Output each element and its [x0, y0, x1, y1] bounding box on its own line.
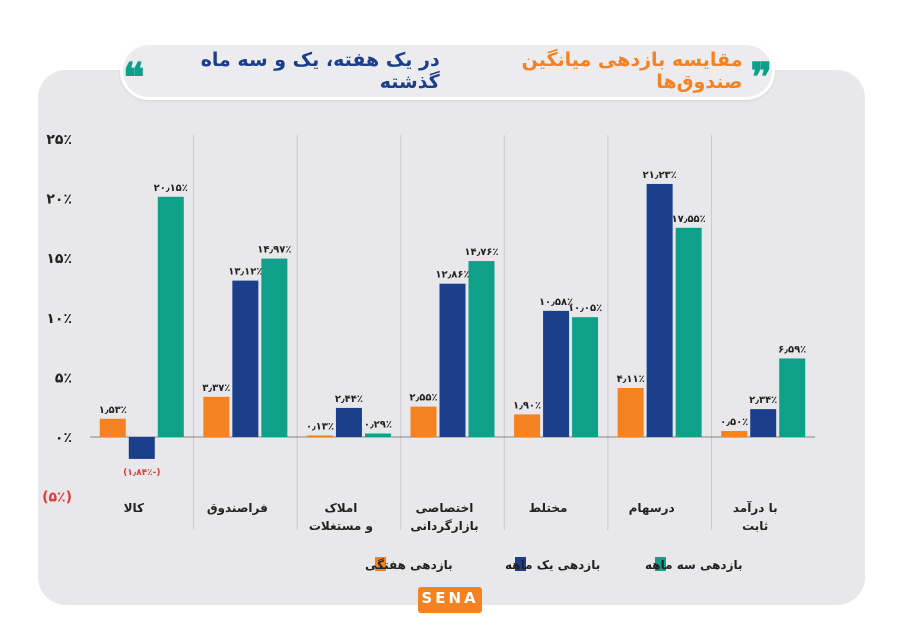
- data-label: ۰٫۵۰٪: [720, 417, 748, 428]
- data-label: ۱٫۵۳٪: [99, 405, 127, 416]
- y-tick-label: ۱۰٪: [46, 311, 72, 327]
- category-label: با درآمد: [733, 500, 778, 515]
- bar: [468, 261, 495, 437]
- bar: [261, 258, 288, 437]
- bar: [514, 414, 541, 437]
- chart-title: ❞ مقایسه بازدهی میانگین صندوق‌ها در یک ه…: [120, 42, 775, 100]
- data-label: ۱۲٫۸۶٪: [435, 270, 469, 281]
- category-label: مختلط: [529, 501, 568, 515]
- data-label: ۲٫۳۴٪: [749, 395, 777, 406]
- bar: [232, 280, 259, 437]
- data-label: ۱۰٫۰۵٪: [568, 303, 602, 314]
- bar: [646, 183, 673, 437]
- category-label: بازارگردانی: [410, 519, 478, 533]
- legend-swatch: [375, 557, 386, 571]
- category-label: فراصندوق: [207, 501, 268, 516]
- bar: [335, 407, 362, 437]
- bar: [364, 433, 391, 437]
- bar: [99, 418, 126, 437]
- title-highlight: مقایسه بازدهی میانگین صندوق‌ها: [521, 49, 743, 93]
- data-label: ۰٫۱۳٪: [306, 421, 334, 432]
- data-label: (-۱٫۸۴٪): [123, 468, 160, 478]
- sena-logo: SENA: [418, 587, 482, 613]
- data-label: ۲٫۴۴٪: [335, 394, 363, 405]
- legend-label: بازدهی هفتگی: [365, 558, 453, 572]
- data-label: ۱٫۹۰٪: [513, 400, 541, 411]
- y-tick-label: (۵٪): [42, 490, 72, 506]
- bar: [128, 437, 155, 459]
- data-label: ۱۰٫۵۸٪: [539, 297, 573, 308]
- bar: [306, 435, 333, 437]
- y-tick-label: ۵٪: [55, 370, 72, 386]
- bar: [439, 283, 466, 437]
- bar: [779, 358, 806, 437]
- category-label: ثابت: [742, 519, 768, 533]
- y-tick-label: ۰٪: [55, 430, 72, 446]
- bar: [750, 409, 777, 437]
- data-label: ۳٫۳۷٪: [202, 383, 230, 394]
- category-label: و مستغلات: [309, 519, 373, 534]
- data-label: ۱۴٫۷۶٪: [464, 247, 498, 258]
- data-label: ۱۴٫۹۷٪: [257, 245, 291, 256]
- data-label: ۶٫۵۹٪: [778, 344, 806, 355]
- data-label: ۲۰٫۱۵٪: [154, 183, 188, 194]
- title-rest: در یک هفته، یک و سه ماه گذشته: [200, 49, 440, 93]
- data-label: ۰٫۲۹٪: [364, 420, 392, 431]
- bar: [543, 310, 570, 437]
- category-label: کالا: [124, 501, 144, 515]
- y-tick-label: ۲۰٪: [46, 192, 72, 208]
- data-label: ۲٫۵۵٪: [409, 393, 437, 404]
- legend-swatch: [655, 557, 666, 571]
- quote-close-icon: ❝: [123, 54, 145, 101]
- legend-label: بازدهی یک ماهه: [505, 558, 600, 572]
- data-label: ۱۷٫۵۵٪: [672, 214, 706, 225]
- legend-swatch: [515, 557, 526, 571]
- bar: [721, 431, 748, 437]
- legend-label: بازدهی سه ماهه: [645, 558, 743, 572]
- data-label: ۲۱٫۲۳٪: [643, 170, 677, 181]
- data-label: ۴٫۱۱٪: [617, 374, 645, 385]
- bar: [410, 406, 437, 437]
- bar: [157, 196, 184, 437]
- bar: [675, 227, 702, 437]
- category-label: اختصاصی: [416, 501, 474, 515]
- bar: [617, 388, 644, 437]
- y-tick-label: ۱۵٪: [46, 251, 72, 267]
- y-tick-label: ۲۵٪: [46, 132, 72, 148]
- data-label: ۱۳٫۱۲٪: [228, 267, 262, 278]
- category-label: املاک: [324, 501, 357, 515]
- category-label: درسهام: [629, 501, 675, 516]
- quote-open-icon: ❞: [750, 54, 772, 101]
- bar: [572, 317, 599, 437]
- bar: [203, 396, 230, 437]
